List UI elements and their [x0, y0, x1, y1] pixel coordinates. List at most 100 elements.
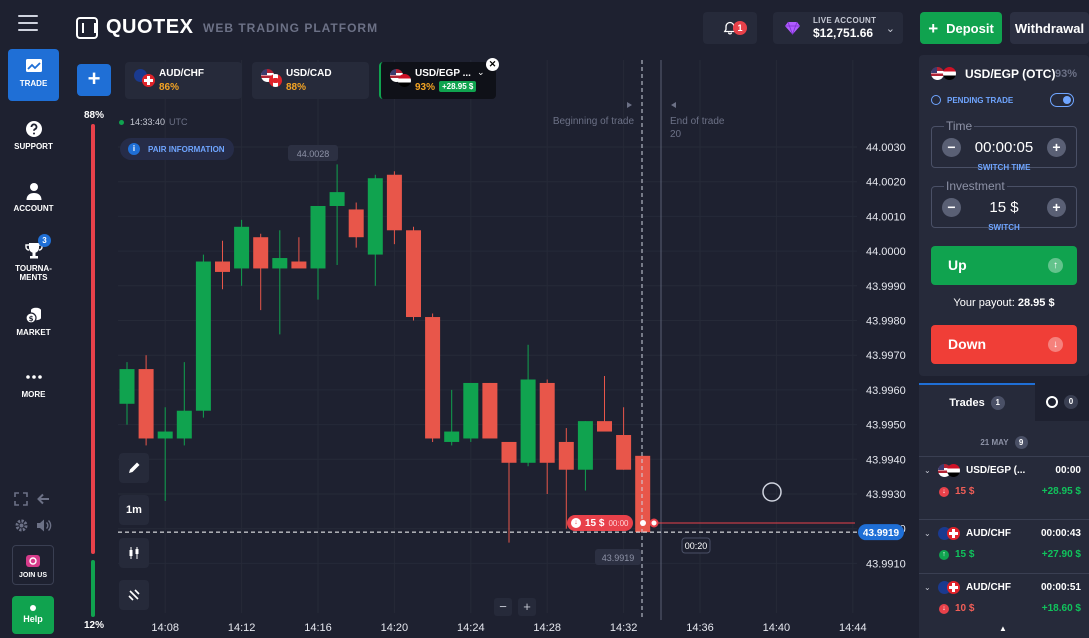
investment-minus-button[interactable]: −	[942, 198, 961, 217]
scroll-up-icon[interactable]: ▲	[999, 624, 1007, 633]
logo[interactable]: QUOTEX	[76, 16, 193, 39]
time-field-label: Time	[944, 119, 975, 133]
x-tick-label: 14:24	[457, 622, 485, 634]
diamond-icon	[785, 21, 800, 35]
trade-profit: +27.90 $	[1041, 549, 1081, 560]
draw-tool-button[interactable]	[119, 453, 149, 483]
x-tick-label: 14:16	[304, 622, 332, 634]
sidebar-label-market: MARKET	[16, 328, 51, 337]
trades-count-badge: 1	[990, 396, 1005, 410]
y-tick-label: 44.0020	[866, 177, 906, 189]
candle-body	[195, 261, 211, 411]
candle-body	[157, 431, 173, 439]
investment-field[interactable]: Investment − 15 $ +	[931, 179, 1077, 228]
trade-amount-value: 15 $	[955, 486, 975, 497]
menu-icon[interactable]	[18, 15, 38, 31]
trade-time: 00:00	[1055, 465, 1081, 476]
deposit-label: Deposit	[946, 20, 994, 36]
trade-row[interactable]: ⌄ AUD/CHF 00:00:51 ↓ 10 $ +18.60 $	[919, 573, 1089, 627]
sidebar-item-trade[interactable]: TRADE	[8, 49, 59, 101]
deposit-button[interactable]: + Deposit	[920, 12, 1002, 44]
help-label: Help	[23, 614, 43, 624]
tab-trades[interactable]: Trades 1	[919, 383, 1035, 421]
tab-history[interactable]: 0	[1035, 383, 1089, 421]
asset-tab-aud-chf[interactable]: AUD/CHF 86%	[125, 62, 242, 99]
y-tick-label: 43.9970	[866, 350, 906, 362]
candle-body	[482, 382, 498, 439]
investment-plus-button[interactable]: +	[1047, 198, 1066, 217]
time-plus-button[interactable]: +	[1047, 138, 1066, 157]
x-tick-label: 14:36	[686, 622, 714, 634]
candle-body	[386, 174, 402, 231]
candle-body	[329, 192, 345, 206]
platform-label: WEB TRADING PLATFORM	[203, 21, 379, 35]
server-time: 14:33:40 UTC	[119, 117, 188, 127]
y-tick-label: 44.0000	[866, 246, 906, 258]
zoom-controls: − +	[494, 598, 536, 616]
pending-trade-toggle[interactable]	[1050, 93, 1074, 107]
sidebar-item-support[interactable]: SUPPORT	[8, 112, 59, 164]
asset-tab-usd-cad[interactable]: USD/CAD 88%	[252, 62, 369, 99]
asset-profit-badge: +28.95 $	[439, 81, 477, 92]
sidebar-item-market[interactable]: $ MARKET	[8, 298, 59, 350]
add-asset-button[interactable]: +	[77, 64, 111, 96]
question-icon	[25, 121, 42, 137]
open-trade-tag[interactable]: ↓ 15 $ 00:00	[567, 515, 633, 531]
tournaments-badge: 3	[38, 234, 51, 247]
notifications-button[interactable]: 1	[703, 12, 757, 44]
collapse-arrow-icon[interactable]	[36, 492, 50, 511]
panel-asset[interactable]: USD/EGP (OTC)	[931, 67, 1055, 81]
up-button[interactable]: Up ↑	[931, 246, 1077, 285]
sound-icon[interactable]	[36, 518, 52, 538]
time-minus-button[interactable]: −	[942, 138, 961, 157]
sidebar-item-more[interactable]: MORE	[8, 360, 59, 412]
trade-row[interactable]: ⌄ USD/EGP (... 00:00 ↓ 15 $ +28.95 $	[919, 456, 1089, 510]
pending-trade-text: PENDING TRADE	[947, 95, 1014, 105]
flag-au-ch-icon	[938, 581, 960, 595]
switch-time-link[interactable]: SWITCH TIME	[977, 163, 1031, 172]
trade-point-dot	[640, 520, 646, 526]
flag-us-eg-icon	[931, 67, 957, 81]
time-field[interactable]: Time − 00:00:05 +	[931, 119, 1077, 168]
fullscreen-icon[interactable]	[14, 492, 28, 511]
beginning-arrow-icon	[627, 102, 632, 108]
account-selector[interactable]: LIVE ACCOUNT $12,751.66 ⌄	[773, 12, 903, 44]
y-tick-label: 44.0030	[866, 142, 906, 154]
help-button[interactable]: Help	[12, 596, 54, 634]
join-us-button[interactable]: JOIN US	[12, 545, 54, 585]
withdrawal-button[interactable]: Withdrawal	[1010, 12, 1089, 44]
down-arrow-icon: ↓	[571, 518, 581, 528]
sentiment-bar-down	[91, 560, 95, 617]
current-price-label: 43.9919	[863, 528, 900, 539]
close-icon[interactable]: ✕	[486, 58, 499, 71]
history-count-badge: 0	[1064, 395, 1078, 409]
x-tick-label: 14:28	[533, 622, 561, 634]
zoom-in-button[interactable]: +	[518, 598, 536, 616]
clock-icon	[1046, 396, 1058, 408]
down-button[interactable]: Down ↓	[931, 325, 1077, 364]
sidebar-item-tournaments[interactable]: 3 TOURNA- MENTS	[8, 234, 59, 286]
candle-body	[291, 261, 307, 269]
pair-information-button[interactable]: i PAIR INFORMATION	[120, 138, 234, 160]
asset-tab-usd-egp[interactable]: USD/EGP ... ⌄ 93% +28.95 $	[379, 62, 496, 99]
indicators-button[interactable]	[119, 580, 149, 610]
timeframe-button[interactable]: 1m	[119, 495, 149, 525]
y-tick-label: 43.9980	[866, 316, 906, 328]
x-tick-label: 14:44	[839, 622, 867, 634]
y-tick-label: 43.9950	[866, 420, 906, 432]
switch-link[interactable]: SWITCH	[988, 223, 1020, 232]
sidebar-item-account[interactable]: ACCOUNT	[8, 174, 59, 226]
trades-date: 21 MAY 9	[919, 436, 1089, 449]
down-label: Down	[948, 336, 987, 352]
sidebar-label-account: ACCOUNT	[13, 204, 54, 213]
trade-amount: ↓ 15 $	[939, 486, 974, 497]
chart-type-button[interactable]	[119, 538, 149, 568]
x-tick-label: 14:32	[610, 622, 638, 634]
cursor-icon	[762, 482, 782, 502]
trade-row[interactable]: ⌄ AUD/CHF 00:00:43 ↑ 15 $ +27.90 $	[919, 519, 1089, 573]
settings-icon[interactable]	[14, 518, 29, 538]
zoom-out-button[interactable]: −	[494, 598, 512, 616]
flag-us-eg-icon	[938, 464, 960, 478]
